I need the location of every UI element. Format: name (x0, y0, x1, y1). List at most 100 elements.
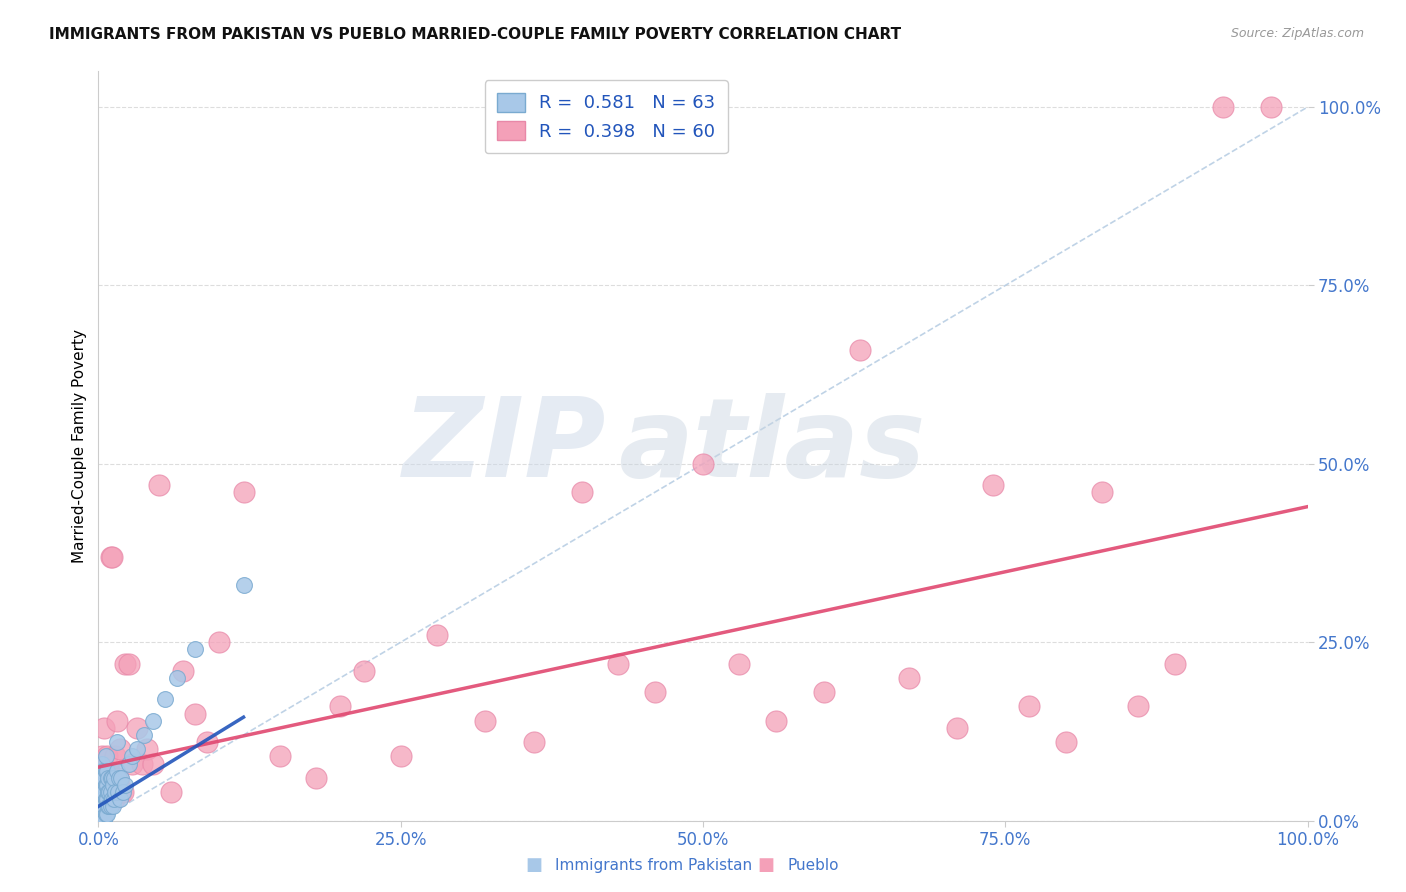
Point (100, 771, 122, 785)
Point (111, 785, 134, 799)
Point (108, 771, 131, 785)
Point (111, 785, 134, 799)
Point (94, 792, 117, 806)
Y-axis label: Married-Couple Family Poverty: Married-Couple Family Poverty (72, 329, 87, 563)
Point (121, 749, 143, 764)
Point (97, 771, 120, 785)
Point (1128, 699, 1150, 714)
Point (93, 785, 115, 799)
Point (94, 764, 117, 778)
Point (90, 799, 112, 814)
Point (813, 685, 835, 699)
Point (98, 785, 121, 799)
Point (571, 485, 593, 500)
Point (153, 692, 176, 706)
Point (91, 778, 114, 792)
Point (1091, 485, 1114, 500)
Point (90, 778, 112, 792)
Point (101, 799, 124, 814)
Point (1163, 657, 1185, 671)
Point (103, 771, 125, 785)
Point (103, 792, 125, 806)
Point (148, 478, 170, 492)
Point (765, 714, 787, 728)
Point (100, 549, 122, 564)
Point (97, 785, 120, 799)
Point (184, 706, 207, 721)
Point (100, 785, 122, 799)
Point (114, 657, 136, 671)
Point (89, 806, 111, 821)
Point (94, 749, 117, 764)
Point (166, 671, 188, 685)
Point (93, 771, 115, 785)
Point (90, 814, 112, 828)
Point (142, 714, 165, 728)
Point (121, 756, 143, 771)
Point (104, 749, 127, 764)
Point (97, 799, 120, 814)
Point (692, 457, 714, 471)
Point (208, 635, 231, 649)
Point (91, 749, 114, 764)
Text: atlas: atlas (619, 392, 925, 500)
Point (93, 814, 115, 828)
Point (523, 735, 546, 749)
Point (93, 771, 115, 785)
Point (108, 778, 131, 792)
Point (96, 764, 118, 778)
Point (105, 735, 128, 749)
Point (118, 657, 141, 671)
Point (107, 771, 129, 785)
Point (105, 714, 128, 728)
Point (232, 485, 254, 500)
Text: ■: ■ (526, 856, 543, 874)
Point (94, 778, 117, 792)
Point (353, 664, 375, 678)
Point (91, 764, 114, 778)
Point (96, 749, 118, 764)
Point (104, 785, 127, 799)
Text: ZIP: ZIP (402, 392, 606, 500)
Point (98, 799, 121, 814)
Point (97, 785, 120, 799)
Legend: R =  0.581   N = 63, R =  0.398   N = 60: R = 0.581 N = 63, R = 0.398 N = 60 (485, 80, 728, 153)
Point (644, 685, 666, 699)
Point (91, 806, 114, 821)
Point (474, 714, 496, 728)
Point (134, 728, 156, 742)
Point (93, 721, 115, 735)
Point (232, 578, 254, 592)
Point (127, 742, 149, 756)
Text: Immigrants from Pakistan: Immigrants from Pakistan (555, 858, 752, 873)
Point (849, 343, 872, 357)
Point (93, 799, 115, 814)
Point (114, 778, 136, 792)
Point (305, 771, 328, 785)
Text: Source: ZipAtlas.com: Source: ZipAtlas.com (1230, 27, 1364, 40)
Point (100, 771, 122, 785)
Text: Pueblo: Pueblo (787, 858, 839, 873)
Point (105, 764, 128, 778)
Point (91, 756, 114, 771)
Point (89, 785, 111, 799)
Point (897, 671, 920, 685)
Point (89, 814, 111, 828)
Point (98, 764, 121, 778)
Point (981, 478, 1004, 492)
Point (135, 742, 157, 756)
Point (1212, 100, 1234, 114)
Point (108, 792, 131, 806)
Point (184, 642, 207, 657)
Point (142, 756, 165, 771)
Point (1054, 735, 1077, 749)
Point (946, 721, 969, 735)
Point (160, 785, 183, 799)
Text: IMMIGRANTS FROM PAKISTAN VS PUEBLO MARRIED-COUPLE FAMILY POVERTY CORRELATION CHA: IMMIGRANTS FROM PAKISTAN VS PUEBLO MARRI… (49, 27, 901, 42)
Point (100, 792, 122, 806)
Point (91, 785, 114, 799)
Point (127, 721, 149, 735)
Point (110, 785, 132, 799)
Point (96, 792, 118, 806)
Point (389, 749, 412, 764)
